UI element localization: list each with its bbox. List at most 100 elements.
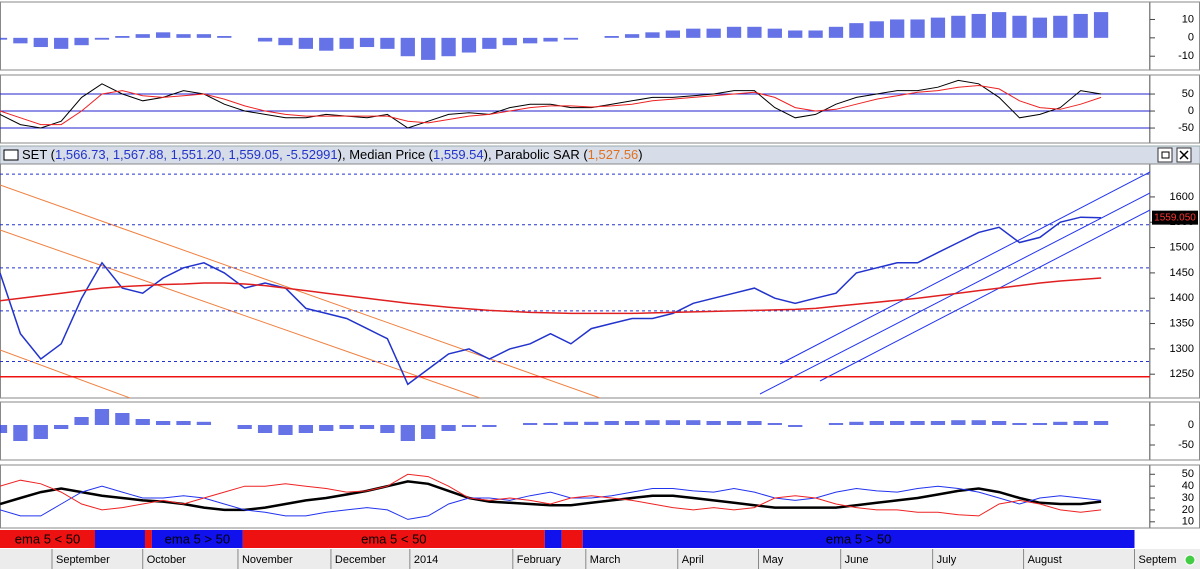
y-tick-label: 1400	[1170, 292, 1194, 304]
histogram-bar	[176, 421, 191, 425]
histogram-bar	[890, 19, 905, 38]
histogram-bar	[155, 421, 171, 425]
histogram-bar	[767, 28, 782, 38]
histogram-bar	[380, 425, 395, 433]
panel-frame	[0, 401, 1150, 461]
chart-icon	[3, 149, 19, 161]
histogram-bar	[482, 425, 497, 427]
channel-line	[0, 349, 131, 398]
header-part: 1,566.73, 1,567.88, 1,551.20, 1,559.05, …	[55, 147, 338, 162]
histogram-bar	[584, 421, 599, 425]
x-tick-label: December	[335, 554, 386, 566]
histogram-bar	[543, 37, 558, 42]
signal-segment	[95, 530, 145, 548]
y-tick-label: 1450	[1170, 267, 1194, 279]
histogram-bar	[421, 37, 436, 60]
channel-line	[0, 184, 601, 398]
histogram-bar	[1093, 12, 1109, 38]
histogram-bar	[257, 425, 273, 433]
histogram-bar	[1032, 17, 1048, 38]
y-tick-label: -50	[1178, 439, 1194, 451]
histogram-bar	[33, 425, 48, 439]
histogram-bar	[196, 421, 212, 425]
x-tick-label: March	[590, 554, 621, 566]
x-tick-label: February	[517, 554, 562, 566]
histogram-bar	[951, 420, 966, 425]
series-line	[0, 84, 1102, 126]
maximize-icon	[1161, 151, 1170, 159]
x-tick-label: 2014	[414, 554, 438, 566]
maximize-button[interactable]	[1157, 147, 1173, 163]
panel-frame	[0, 74, 1150, 144]
histogram-bar	[461, 37, 477, 53]
histogram-bar	[869, 421, 884, 425]
x-tick-label: July	[937, 554, 957, 566]
series-line	[0, 216, 1102, 386]
histogram-bar	[930, 17, 946, 38]
signal-label: ema 5 > 50	[826, 531, 891, 546]
histogram-bar	[523, 423, 538, 425]
histogram-bar	[257, 37, 273, 42]
histogram-bar	[441, 37, 456, 57]
x-tick-label: June	[845, 554, 869, 566]
signal-segment	[151, 530, 243, 548]
axis-frame	[1149, 401, 1200, 461]
header-text: SET (1,566.73, 1,567.88, 1,551.20, 1,559…	[22, 147, 643, 162]
histogram-bar	[13, 37, 28, 44]
signal-segment	[242, 530, 545, 548]
axis-frame	[1149, 163, 1200, 399]
signal-label: ema 5 < 50	[15, 531, 80, 546]
axis-frame	[1149, 74, 1200, 144]
histogram-bar	[665, 30, 681, 38]
header-part: 1,527.56	[588, 147, 639, 162]
histogram-bar	[482, 37, 497, 49]
histogram-bar	[1053, 421, 1068, 425]
histogram-bar	[400, 37, 415, 57]
y-tick-label: 10	[1182, 13, 1194, 25]
histogram-bar	[624, 421, 640, 425]
histogram-bar	[604, 421, 619, 425]
x-axis-bar	[0, 549, 1200, 569]
histogram-bar	[828, 423, 844, 425]
histogram-bar	[155, 32, 171, 38]
header-part: ), Median Price (	[338, 147, 434, 162]
histogram-bar	[54, 425, 69, 429]
x-tick-label: October	[147, 554, 186, 566]
histogram-bar	[747, 421, 762, 425]
histogram-bar	[176, 34, 191, 38]
histogram-bar	[237, 425, 252, 429]
histogram-bar	[135, 34, 150, 38]
histogram-bar	[563, 37, 579, 40]
histogram-bar	[115, 36, 130, 38]
histogram-bar	[1093, 421, 1109, 425]
histogram-bar	[298, 425, 313, 433]
histogram-bar	[278, 425, 293, 435]
histogram-bar	[13, 425, 28, 441]
histogram-bar	[686, 420, 701, 425]
histogram-bar	[971, 13, 986, 38]
trend-lines	[0, 171, 1150, 398]
x-tick-label: May	[763, 554, 784, 566]
signal-label: ema 5 < 50	[361, 531, 426, 546]
y-tick-label: -50	[1178, 122, 1194, 134]
x-tick-label: Septem	[1139, 554, 1177, 566]
series-line	[0, 473, 1102, 517]
histogram-bar	[604, 36, 619, 38]
x-tick-label: September	[56, 554, 110, 566]
y-tick-label: 50	[1182, 468, 1194, 480]
histogram-bar	[624, 34, 640, 38]
histogram-bar	[0, 37, 8, 40]
y-tick-label: 1350	[1170, 317, 1194, 329]
histogram-bar	[94, 409, 110, 425]
histogram-bar	[54, 37, 69, 49]
histogram-bar	[1073, 13, 1088, 38]
signal-label: ema 5 > 50	[165, 531, 230, 546]
histogram-bar	[523, 37, 538, 44]
histogram-bar	[441, 425, 456, 431]
y-tick-label: 50	[1182, 88, 1194, 100]
histogram-bar	[849, 23, 864, 38]
histogram-bar	[1032, 423, 1048, 425]
y-tick-label: 0	[1188, 419, 1194, 431]
histogram-bar	[910, 421, 925, 425]
